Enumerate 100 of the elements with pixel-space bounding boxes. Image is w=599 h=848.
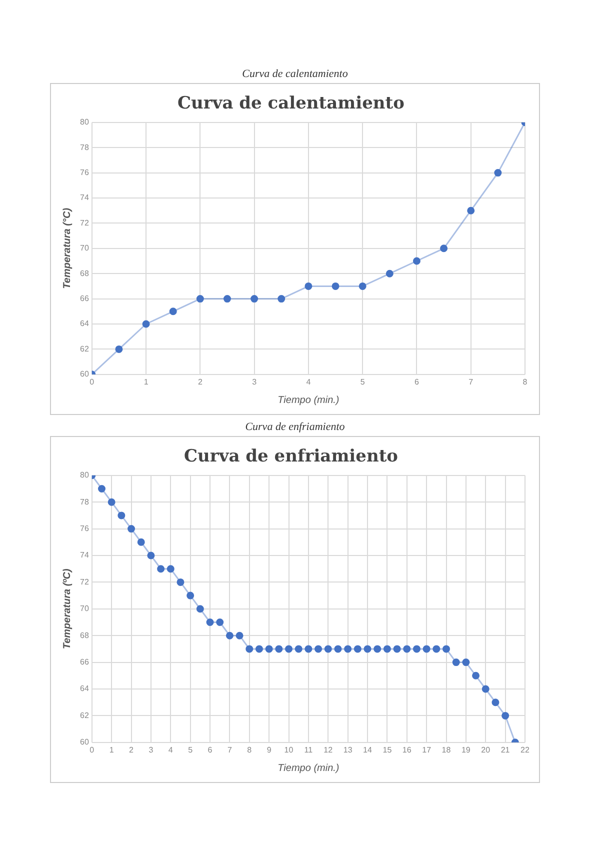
point bbox=[324, 645, 332, 653]
x-tick-label: 3 bbox=[148, 745, 154, 754]
y-axis-title: Temperatura (ºC) bbox=[62, 568, 73, 650]
x-tick-label: 6 bbox=[208, 745, 213, 754]
x-tick-label: 8 bbox=[247, 745, 252, 754]
x-tick-label: 17 bbox=[422, 745, 432, 754]
y-tick-label: 70 bbox=[80, 604, 90, 614]
x-tick-label: 14 bbox=[363, 745, 373, 754]
y-tick-label: 62 bbox=[80, 710, 90, 720]
point bbox=[169, 308, 177, 316]
y-tick-label: 70 bbox=[80, 244, 90, 253]
point bbox=[334, 645, 342, 653]
y-tick-label: 80 bbox=[80, 118, 90, 127]
x-tick-label: 15 bbox=[382, 745, 392, 754]
y-tick-label: 60 bbox=[80, 370, 90, 379]
point bbox=[482, 685, 490, 693]
x-tick-label: 4 bbox=[306, 377, 312, 386]
point bbox=[422, 645, 430, 653]
y-tick-label: 66 bbox=[80, 658, 90, 667]
x-tick-label: 19 bbox=[461, 745, 471, 754]
point bbox=[492, 698, 500, 706]
point bbox=[137, 538, 145, 546]
y-tick-label: 66 bbox=[80, 294, 90, 304]
x-tick-label: 20 bbox=[481, 745, 491, 754]
x-tick-label: 0 bbox=[90, 745, 95, 754]
point bbox=[452, 658, 460, 666]
point bbox=[314, 645, 322, 653]
x-tick-label: 3 bbox=[252, 377, 258, 386]
x-axis-title: Tiempo (min.) bbox=[278, 394, 340, 406]
point bbox=[118, 512, 126, 520]
point bbox=[393, 645, 401, 653]
x-tick-label: 7 bbox=[227, 745, 232, 754]
y-tick-label: 74 bbox=[80, 193, 90, 202]
point bbox=[332, 282, 340, 290]
point bbox=[216, 618, 224, 626]
y-tick-label: 72 bbox=[80, 218, 90, 228]
point bbox=[374, 645, 382, 653]
point bbox=[494, 169, 502, 177]
point bbox=[467, 206, 475, 214]
point bbox=[166, 565, 174, 573]
point bbox=[386, 270, 394, 278]
point bbox=[275, 645, 283, 653]
point bbox=[186, 592, 194, 600]
y-tick-label: 78 bbox=[80, 142, 90, 152]
point bbox=[462, 658, 470, 666]
point bbox=[246, 645, 254, 653]
x-tick-label: 6 bbox=[414, 377, 420, 386]
point bbox=[265, 645, 273, 653]
x-tick-label: 10 bbox=[284, 745, 294, 754]
y-tick-label: 68 bbox=[80, 630, 90, 640]
point bbox=[255, 645, 263, 653]
point bbox=[250, 295, 258, 303]
x-tick-label: 12 bbox=[324, 745, 334, 754]
x-axis-title: Tiempo (min.) bbox=[278, 762, 340, 774]
y-tick-label: 68 bbox=[80, 268, 90, 278]
point bbox=[196, 295, 204, 303]
point bbox=[440, 244, 448, 252]
chart-title: Curva de calentamiento bbox=[178, 94, 404, 114]
point bbox=[236, 632, 244, 640]
x-tick-label: 2 bbox=[198, 377, 203, 386]
point bbox=[502, 712, 510, 720]
point bbox=[304, 282, 312, 290]
text: Curva de calentamiento bbox=[241, 68, 349, 80]
point bbox=[364, 645, 372, 653]
point bbox=[142, 320, 150, 328]
x-tick-label: 1 bbox=[144, 377, 149, 386]
x-tick-label: 22 bbox=[520, 745, 530, 754]
point bbox=[108, 498, 116, 506]
point bbox=[383, 645, 391, 653]
x-tick-label: 21 bbox=[500, 745, 510, 754]
x-tick-label: 16 bbox=[402, 745, 412, 754]
point bbox=[223, 295, 231, 303]
point bbox=[115, 345, 123, 353]
point bbox=[147, 552, 155, 560]
point bbox=[432, 645, 440, 653]
y-tick-label: 80 bbox=[80, 470, 90, 480]
x-tick-label: 4 bbox=[168, 745, 174, 754]
point bbox=[344, 645, 352, 653]
point bbox=[196, 605, 204, 613]
y-tick-label: 60 bbox=[80, 738, 90, 747]
point bbox=[294, 645, 302, 653]
point bbox=[412, 257, 420, 265]
point bbox=[412, 645, 420, 653]
text: Curva de enfriamiento bbox=[244, 421, 346, 433]
point bbox=[226, 632, 234, 640]
x-tick-label: 5 bbox=[188, 745, 194, 754]
y-axis-title: Temperatura (°C) bbox=[62, 207, 73, 289]
x-tick-label: 0 bbox=[90, 377, 95, 386]
point bbox=[354, 645, 362, 653]
x-tick-label: 2 bbox=[129, 745, 134, 754]
y-tick-label: 72 bbox=[80, 577, 90, 586]
point bbox=[98, 485, 106, 492]
y-tick-label: 64 bbox=[80, 684, 90, 694]
point bbox=[176, 578, 184, 586]
point bbox=[278, 295, 286, 303]
chart-title: Curva de enfriamiento bbox=[184, 446, 398, 467]
point bbox=[285, 645, 293, 653]
x-tick-label: 1 bbox=[109, 745, 114, 754]
x-tick-label: 8 bbox=[522, 377, 528, 386]
point bbox=[442, 645, 450, 653]
